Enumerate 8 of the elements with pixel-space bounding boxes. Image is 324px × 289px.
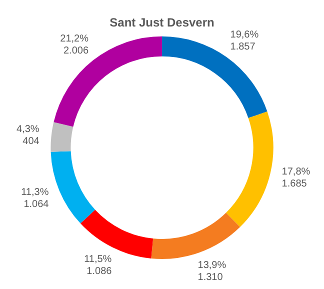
data-label: 4,3% 404 [16,124,40,147]
data-label: 19,6% 1.857 [230,30,259,53]
data-label: 11,5% 1.086 [84,254,112,278]
data-label: 21,2% 2.006 [60,34,89,56]
chart-title: Sant Just Desvern [110,16,214,30]
data-label: 17,8% 1.685 [282,166,310,190]
data-label: 13,9% 1.310 [198,260,226,284]
data-label: 11,3% 1.064 [21,186,50,210]
